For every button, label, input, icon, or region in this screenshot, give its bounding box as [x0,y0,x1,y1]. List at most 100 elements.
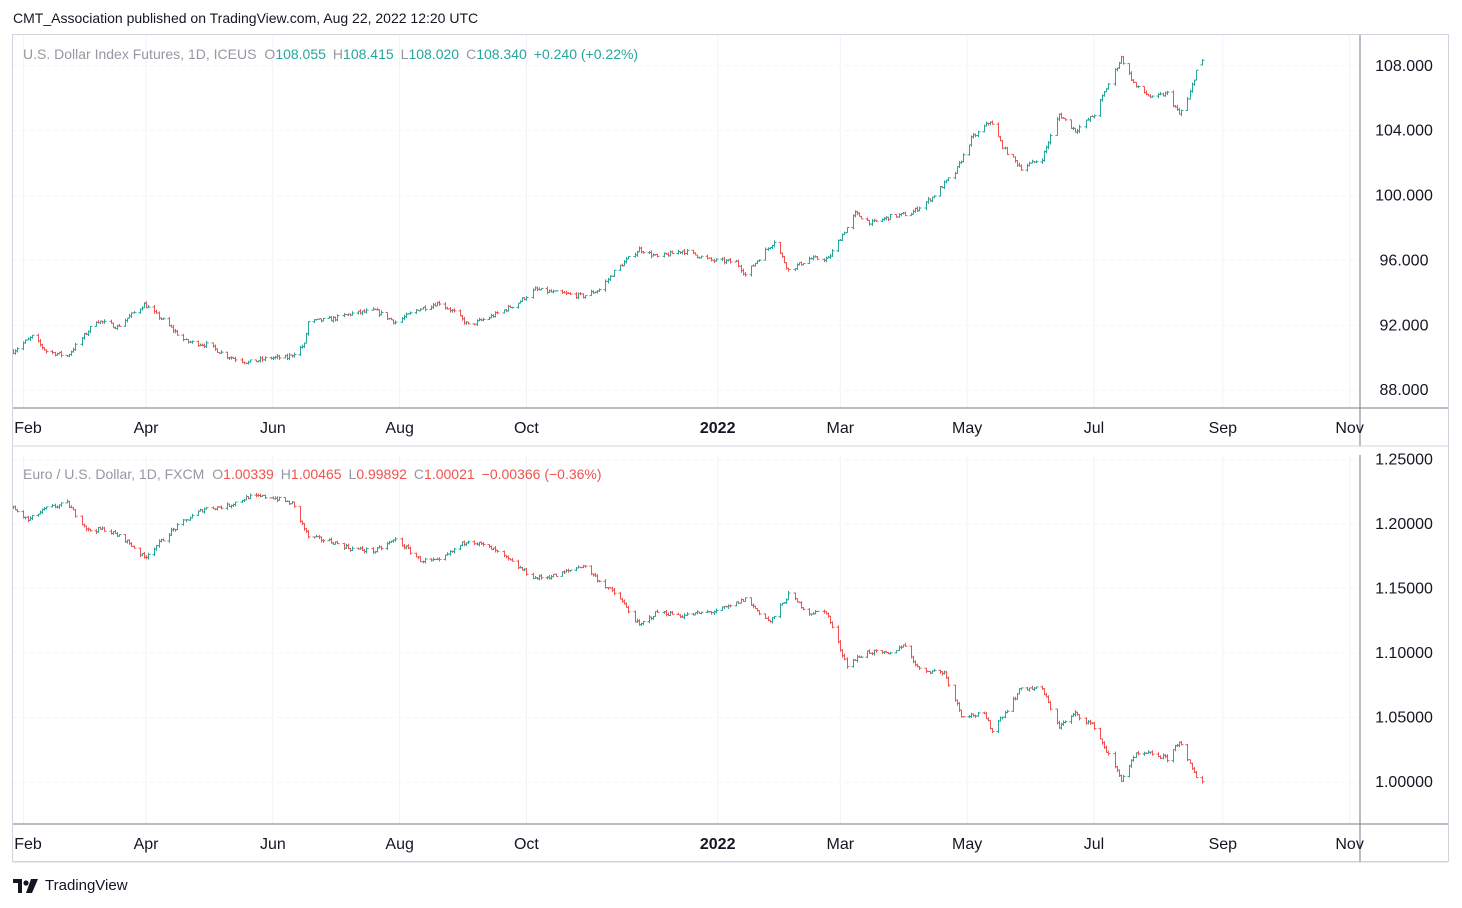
ohlc-bar [801,607,806,611]
ohlc-bar [138,547,143,558]
ohlc-bar [793,592,798,601]
ohlc-bar [961,153,966,163]
ohlc-value: 108.055 [275,46,326,62]
ohlc-bar [391,319,396,325]
ohlc-bar [724,259,729,264]
ohlc-label: H [281,466,291,482]
grid-lines [13,455,1360,824]
time-axis[interactable]: Feb Apr Jun Aug Oct 2022 Mar May Jul Sep Nov [14,420,1364,437]
ohlc-bar [955,166,960,174]
ohlc-bar [190,513,195,519]
ohlc-bar [699,611,704,615]
ohlc-bar [248,493,253,500]
ohlc-bar [350,311,355,316]
ohlc-bar [1104,745,1109,753]
ohlc-bars[interactable] [12,55,1205,365]
ohlc-bar [537,574,542,581]
ohlc-bar [606,277,611,284]
ohlc-bar [778,241,783,255]
ohlc-bar [466,321,471,325]
ohlc-bar [824,256,829,263]
ohlc-bar [874,219,879,222]
ohlc-bar [175,522,180,531]
time-tick-label: Nov [1335,420,1363,437]
ohlc-bar [583,295,588,299]
ohlc-bar [1185,744,1190,762]
ohlc-bar [167,533,172,543]
ohlc-bar [915,206,920,213]
time-tick-label: May [952,420,982,437]
ohlc-bar [491,314,496,318]
ohlc-value: 1.00339 [223,466,274,482]
ohlc-bar [71,347,76,353]
ohlc-bar [828,615,833,625]
ohlc-bar [930,196,935,203]
ohlc-bar [917,206,922,212]
time-axis[interactable]: Feb Apr Jun Aug Oct 2022 Mar May Jul Sep Nov [14,836,1364,853]
ohlc-bar [275,354,280,360]
ohlc-bar [967,144,972,156]
ohlc-bar [408,311,413,315]
ohlc-bar [1048,133,1053,145]
ohlc-bar [287,352,292,361]
tradingview-footer[interactable]: TradingView [13,877,128,894]
ohlc-bar [80,515,85,526]
ohlc-bar [15,347,20,353]
ohlc-bar [1069,119,1074,129]
ohlc-bar [728,258,733,264]
ohlc-bar [1106,83,1111,90]
ohlc-bar [73,342,78,352]
ohlc-bar [1142,751,1147,756]
ohlc-bar [271,356,276,361]
ohlc-bar [1084,717,1089,725]
ohlc-bar [946,177,951,182]
time-tick-label: Mar [827,836,855,853]
ohlc-bar [612,587,617,596]
ohlc-bar [335,314,340,322]
time-tick-label: Feb [14,420,42,437]
ohlc-bar [535,286,540,292]
ohlc-bar [377,309,382,317]
price-tick-label: 100.000 [1375,188,1433,205]
ohlc-bar [1034,686,1039,689]
eurusd-pane[interactable]: 1.00000 1.05000 1.10000 1.15000 1.20000 1.250… [12,452,1449,863]
price-axis[interactable]: 1.00000 1.05000 1.10000 1.15000 1.20000 1.250… [1375,452,1433,792]
price-tick-label: 96.000 [1380,252,1429,269]
ohlc-bar [695,254,700,259]
price-tick-label: 108.000 [1375,58,1433,75]
ohlc-bar [246,360,251,365]
dxy-pane[interactable]: 88.000 92.000 96.000 100.000 104.000 108.000 F… [12,35,1449,447]
ohlc-bar [188,516,193,521]
ohlc-bars[interactable] [12,493,1205,784]
ohlc-bar [782,255,787,264]
ohlc-bar [450,309,455,313]
ohlc-bar [448,306,453,313]
ohlc-bar [699,255,704,259]
ohlc-bar [1127,764,1132,778]
ohlc-bar [1092,114,1097,119]
time-tick-label: Oct [514,836,539,853]
ohlc-label: L [401,46,409,62]
ohlc-bar [583,565,588,568]
ohlc-bar [1042,688,1047,696]
ohlc-bar [1032,686,1037,692]
ohlc-bar [211,342,216,348]
ohlc-bar [581,564,586,569]
ohlc-bar [402,314,407,321]
ohlc-bar [928,198,933,202]
ohlc-label: O [212,466,223,482]
ohlc-bar [88,325,93,334]
ohlc-bar [830,248,835,257]
ohlc-bar [917,665,922,670]
ohlc-bar [903,642,908,647]
ohlc-bar [734,601,739,607]
ohlc-bar [795,263,800,270]
ohlc-bar [682,248,687,256]
price-axis[interactable]: 88.000 92.000 96.000 100.000 104.000 108.000 [1375,58,1433,399]
ohlc-bar [132,545,137,549]
ohlc-bar [102,319,107,324]
ohlc-bar [597,288,602,292]
ohlc-bar [202,507,207,514]
ohlc-bar [40,343,45,350]
